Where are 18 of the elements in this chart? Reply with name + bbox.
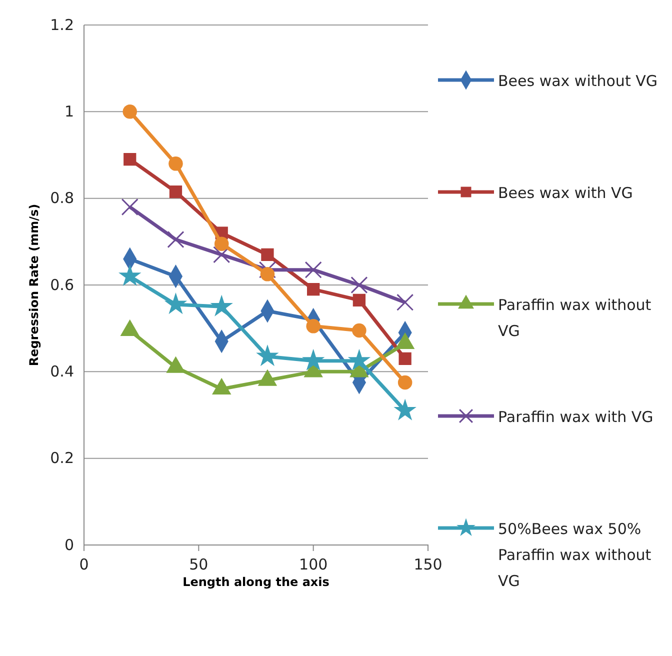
y-axis-title: Regression Rate (mm/s) — [27, 204, 41, 366]
y-tick-label: 0.2 — [50, 449, 74, 468]
y-tick-label: 0.6 — [50, 276, 74, 294]
x-axis-title: Length along the axis — [182, 575, 330, 589]
legend-label: Bees wax without VG — [498, 72, 658, 90]
legend-label: Bees wax with VG — [498, 184, 633, 202]
x-tick-label: 150 — [414, 556, 442, 574]
legend-label: Paraffin wax without VG — [498, 296, 652, 340]
y-tick-label: 0.8 — [50, 189, 74, 208]
y-tick-label: 1 — [64, 102, 74, 120]
y-tick-label: 1.2 — [50, 16, 74, 34]
x-tick-label: 0 — [79, 556, 89, 574]
y-tick-label: 0.4 — [50, 362, 74, 380]
legend-label: 50%Bees wax 50% Paraffin wax without VG — [498, 520, 652, 590]
y-tick-label: 0 — [64, 536, 74, 554]
x-tick-label: 100 — [299, 556, 328, 574]
legend-label: Paraffin wax with VG — [498, 408, 654, 426]
x-tick-label: 50 — [189, 556, 208, 574]
